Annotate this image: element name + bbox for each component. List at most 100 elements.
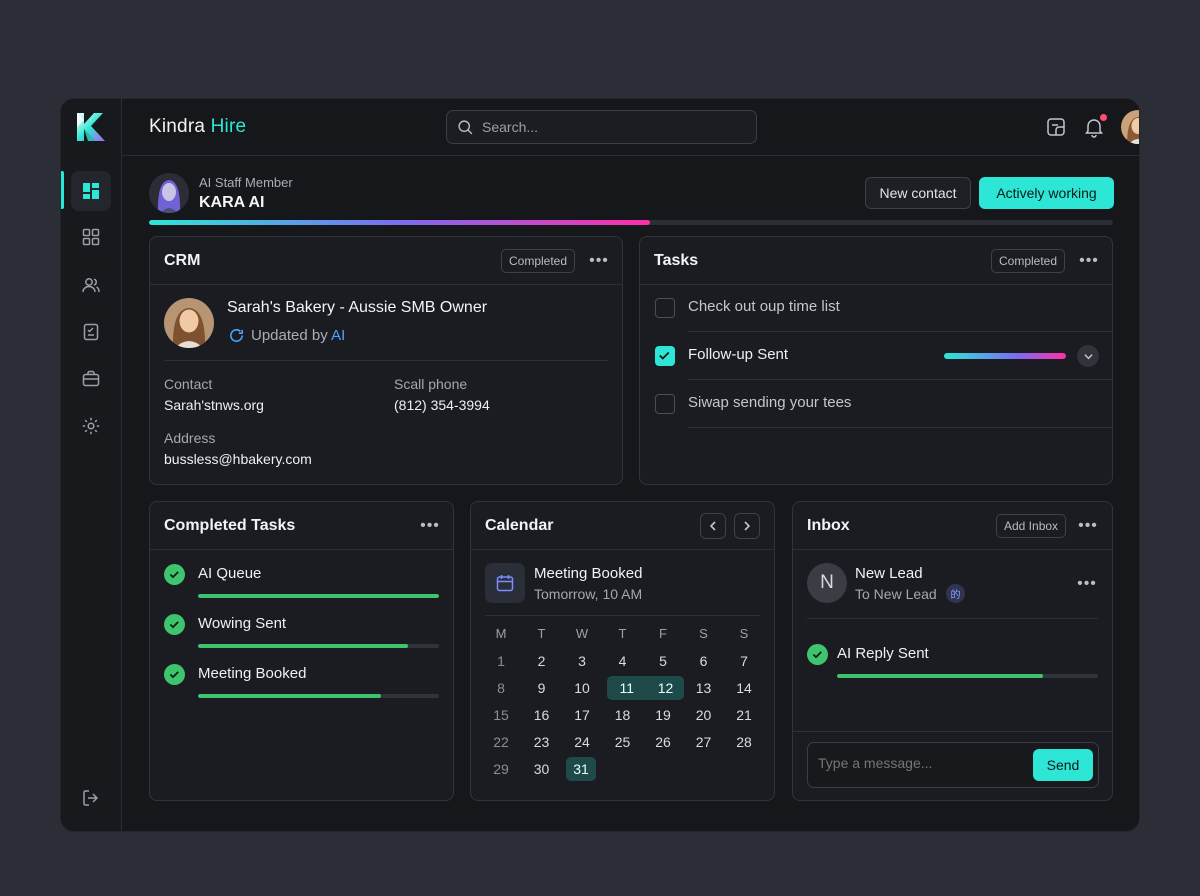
message-composer: Send — [807, 742, 1099, 788]
completed-tasks-more-button[interactable]: ••• — [420, 517, 440, 534]
reply-check — [807, 644, 828, 665]
agent-progress-fill — [149, 220, 651, 225]
calendar-day[interactable]: 2 — [537, 653, 546, 669]
phone-value: (812) 354-3994 — [394, 397, 490, 413]
send-button[interactable]: Send — [1033, 749, 1093, 781]
tasks-more-button[interactable]: ••• — [1079, 252, 1099, 269]
calendar-day[interactable]: 15 — [493, 707, 509, 723]
sticky-note-icon[interactable] — [1045, 116, 1067, 138]
calendar-day[interactable]: 17 — [574, 707, 590, 723]
calendar-day[interactable]: 9 — [537, 680, 546, 696]
calendar-prev-button[interactable] — [700, 513, 726, 539]
calendar-day[interactable]: 23 — [533, 734, 550, 750]
calendar-day[interactable]: 19 — [655, 707, 671, 723]
calendar-day[interactable]: 6 — [699, 653, 708, 669]
tasks-status-badge: Completed — [991, 249, 1066, 273]
agent-role: AI Staff Member — [199, 175, 293, 190]
task-progress-bar — [944, 353, 1066, 359]
calendar-day[interactable]: 8 — [497, 680, 505, 696]
nav-tasks[interactable] — [71, 312, 111, 352]
nav-logout[interactable] — [71, 778, 111, 818]
event-title: Meeting Booked — [534, 565, 643, 582]
nav-jobs[interactable] — [71, 359, 111, 399]
calendar-day[interactable]: 12 — [647, 676, 684, 700]
notifications-button[interactable] — [1083, 114, 1107, 138]
tasks-title: Tasks — [654, 252, 699, 269]
calendar-weekday: W — [575, 625, 589, 641]
divider — [471, 549, 774, 550]
bell-icon — [1085, 119, 1103, 138]
crm-more-button[interactable]: ••• — [589, 252, 609, 269]
nav-settings[interactable] — [71, 406, 111, 446]
calendar-day[interactable]: 1 — [497, 653, 505, 669]
calendar-day[interactable]: 7 — [740, 653, 748, 669]
calendar-day[interactable]: 31 — [566, 757, 596, 781]
calendar-day[interactable]: 14 — [736, 680, 752, 696]
actively-working-button[interactable]: Actively working — [979, 177, 1114, 209]
nav-apps[interactable] — [71, 217, 111, 257]
calendar-day[interactable]: 18 — [614, 707, 631, 723]
calendar-day[interactable]: 28 — [736, 734, 752, 750]
task-label: Follow-up Sent — [688, 346, 789, 363]
task-row[interactable]: Follow-up Sent — [640, 332, 1112, 380]
nav-active-indicator — [61, 171, 64, 209]
calendar-day[interactable]: 30 — [533, 761, 550, 777]
address-value: bussless@hbakery.com — [164, 451, 312, 467]
lead-tag-badge: 的 — [946, 584, 965, 603]
calendar-day[interactable]: 25 — [614, 734, 631, 750]
completed-tasks-title: Completed Tasks — [164, 517, 296, 534]
inbox-title: Inbox — [807, 517, 850, 534]
divider — [793, 731, 1112, 732]
check-icon — [169, 621, 179, 629]
search-box[interactable] — [446, 110, 757, 144]
calendar-day[interactable]: 27 — [695, 734, 712, 750]
user-avatar[interactable] — [1121, 110, 1139, 144]
task-checkbox[interactable] — [655, 394, 675, 414]
task-checkbox[interactable] — [655, 346, 675, 366]
calendar-day[interactable]: 11 — [606, 676, 647, 700]
task-expand-button[interactable] — [1077, 345, 1099, 367]
task-row[interactable]: Check out oup time list — [640, 284, 1112, 332]
ai-agent-avatar-icon — [149, 173, 189, 213]
calendar-day[interactable]: 3 — [578, 653, 586, 669]
task-row[interactable]: Siwap sending your tees — [640, 380, 1112, 428]
calendar-day[interactable]: 4 — [618, 653, 627, 669]
add-inbox-button[interactable]: Add Inbox — [996, 514, 1067, 538]
search-input[interactable] — [482, 119, 722, 135]
calendar-day[interactable]: 29 — [493, 761, 509, 777]
completed-task-progress-fill — [198, 594, 439, 598]
calendar-day[interactable]: 13 — [695, 680, 712, 696]
briefcase-icon — [82, 370, 100, 387]
kindra-logo-icon[interactable] — [75, 111, 107, 143]
calendar-next-button[interactable] — [734, 513, 760, 539]
calendar-card: Calendar Meeting Booked Tomorrow, 10 AM … — [470, 501, 775, 801]
calendar-day[interactable]: 26 — [655, 734, 671, 750]
calendar-day[interactable]: 24 — [574, 734, 590, 750]
calendar-day[interactable]: 21 — [736, 707, 752, 723]
calendar-day[interactable]: 5 — [659, 653, 667, 669]
divider — [688, 379, 1112, 380]
notification-dot — [1100, 114, 1107, 121]
calendar-day[interactable]: 22 — [493, 734, 509, 750]
new-contact-button[interactable]: New contact — [865, 177, 971, 209]
completed-check — [164, 564, 185, 585]
app-window: Kindra Hire AI Staff Member — [60, 98, 1140, 832]
calendar-day[interactable]: 16 — [533, 707, 550, 723]
calendar-day[interactable]: 20 — [695, 707, 712, 723]
divider — [150, 549, 453, 550]
nav-dashboard[interactable] — [71, 171, 111, 211]
lead-more-button[interactable]: ••• — [1077, 575, 1097, 592]
task-checkbox[interactable] — [655, 298, 675, 318]
nav-contacts[interactable] — [71, 265, 111, 305]
message-input[interactable] — [818, 755, 1018, 771]
calendar-weekday: F — [659, 625, 667, 641]
divider — [688, 427, 1112, 428]
calendar-weekday: T — [537, 625, 546, 641]
gear-icon — [82, 417, 100, 435]
contact-name: Sarah's Bakery - Aussie SMB Owner — [227, 299, 488, 316]
inbox-more-button[interactable]: ••• — [1078, 517, 1098, 534]
completed-task-label: Wowing Sent — [198, 615, 287, 632]
search-icon — [458, 119, 473, 134]
calendar-day[interactable]: 10 — [574, 680, 590, 696]
check-icon — [169, 671, 179, 679]
